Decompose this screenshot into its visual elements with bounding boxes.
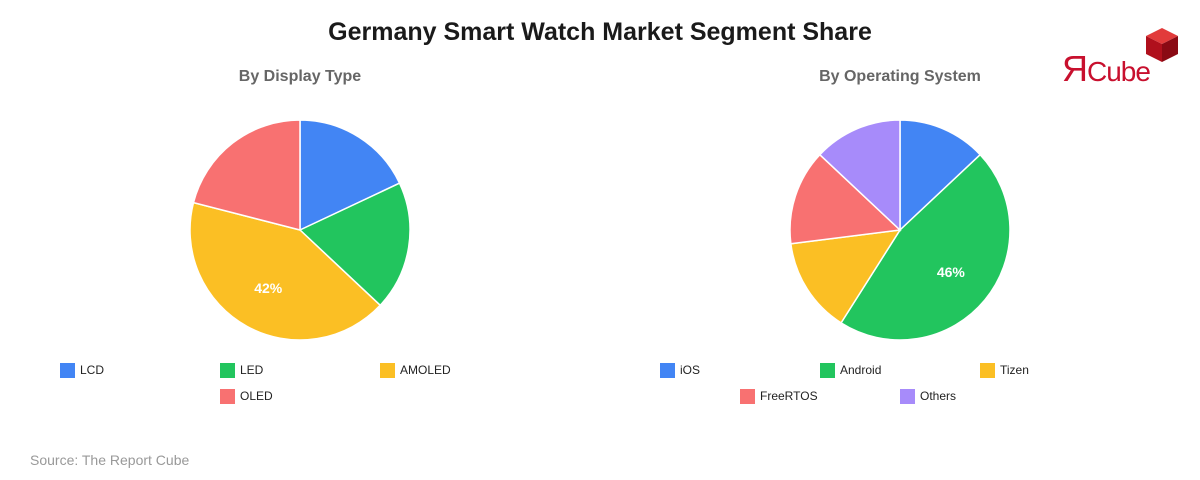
legend-swatch (980, 362, 995, 378)
legend: iOS Android Tizen FreeRTOS Others (600, 0, 1200, 480)
legend-swatch (740, 388, 755, 404)
logo-text: ЯCube (1062, 48, 1151, 89)
legend-label: AMOLED (400, 363, 451, 377)
pie-slice-ios (899, 119, 982, 232)
chart-title: By Display Type (238, 68, 362, 85)
legend-item-led[interactable]: LED (220, 362, 263, 378)
cube-icon (1146, 28, 1178, 62)
legend-item-amoled[interactable]: AMOLED (380, 362, 451, 378)
legend-item-freertos[interactable]: FreeRTOS (740, 388, 818, 404)
legend-swatch (380, 362, 395, 378)
legend-label: LED (240, 363, 264, 377)
chart-operating-system: By Operating System 46% iOS Android Tizen F… (600, 0, 1200, 480)
chart-title: By Operating System (819, 68, 981, 85)
legend-label: iOS (680, 363, 701, 377)
legend-swatch (820, 362, 835, 378)
legend-label: Tizen (1000, 363, 1029, 377)
logo: ЯCube (1060, 22, 1185, 89)
legend-swatch (60, 362, 75, 378)
pie-slice-android (840, 153, 1011, 341)
legend-item-android[interactable]: Android (820, 362, 881, 378)
data-label: 42% (254, 280, 283, 296)
legend-label: FreeRTOS (760, 389, 818, 403)
legend-swatch (900, 388, 915, 404)
legend-swatch (220, 362, 235, 378)
legend-label: OLED (240, 389, 273, 403)
pie-slice-led (298, 182, 411, 307)
legend-item-lcd[interactable]: LCD (60, 362, 104, 378)
pie-slice-amoled (189, 201, 382, 341)
legend-item-oled[interactable]: OLED (220, 388, 273, 404)
data-label: 46% (937, 264, 966, 280)
legend-item-others[interactable]: Others (900, 388, 956, 404)
legend-item-ios[interactable]: iOS (660, 362, 700, 378)
legend-label: Others (920, 389, 957, 403)
pie-slice-freertos (789, 153, 902, 245)
pie-slice-tizen (790, 229, 902, 324)
legend-item-tizen[interactable]: Tizen (980, 362, 1029, 378)
pie-chart: 46% (789, 119, 1011, 341)
legend-label: Android (840, 363, 882, 377)
page-title: Germany Smart Watch Market Segment Share (328, 18, 872, 46)
chart-display-type: By Display Type 42% LCD LED AMOLED OLED (60, 68, 451, 404)
legend: LCD LED AMOLED OLED (60, 362, 451, 404)
pie-slice-oled (192, 119, 301, 231)
legend-swatch (220, 388, 235, 404)
pie-slice-lcd (299, 119, 401, 232)
pie-chart: 42% (189, 119, 411, 341)
pie-slice-others (818, 119, 901, 232)
legend-swatch (660, 362, 675, 378)
source-note: Source: The Report Cube (30, 452, 190, 468)
legend-label: LCD (80, 363, 105, 377)
